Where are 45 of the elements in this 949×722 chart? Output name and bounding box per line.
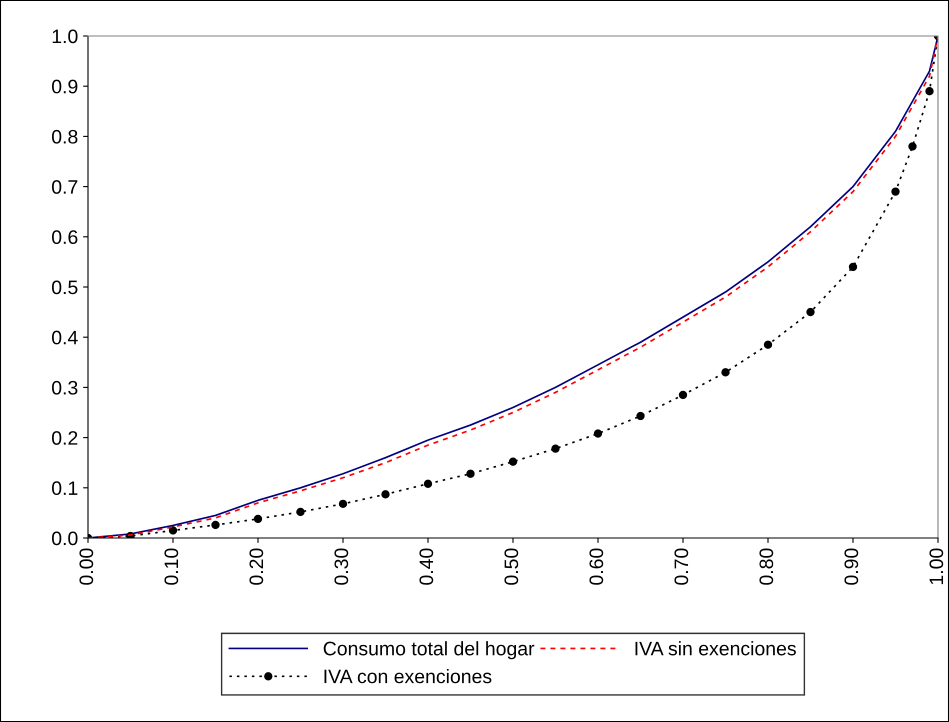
y-tick-label: 0.7 — [52, 180, 78, 194]
x-tick-label: 0.40 — [419, 548, 434, 585]
point — [254, 514, 262, 524]
point — [891, 187, 900, 196]
point — [381, 490, 390, 498]
x-tick-label: 0.00 — [79, 548, 94, 585]
x-tick-label: 0.90 — [844, 548, 858, 585]
y-tick-label: 0.0 — [52, 531, 78, 546]
y-tick-label: 0.3 — [52, 380, 78, 395]
x-tick-label: 0.10 — [164, 548, 178, 585]
x-tick-label: 0.80 — [759, 548, 774, 585]
x-tick-label: 0.20 — [249, 548, 264, 585]
point — [338, 500, 348, 508]
point — [508, 458, 518, 466]
legend-label: Consumo total del hogar — [324, 641, 534, 660]
y-tick-label: 0.5 — [52, 280, 78, 294]
y-tick-label: 0.2 — [52, 431, 78, 445]
point — [721, 368, 730, 377]
legend-label: IVA sin exenciones — [636, 641, 796, 656]
point — [678, 390, 688, 400]
point — [466, 470, 475, 478]
x-tick-label: 0.50 — [504, 548, 518, 585]
x-tick-label: 0.60 — [589, 548, 604, 585]
y-tick-label: 0.6 — [52, 230, 78, 244]
point — [594, 429, 602, 438]
legend-label: IVA con exenciones — [324, 669, 492, 684]
y-tick-label: 0.8 — [52, 130, 78, 144]
point — [168, 526, 178, 535]
point — [551, 444, 560, 453]
point — [806, 308, 815, 316]
point — [424, 480, 432, 488]
x-tick-label: 1.00 — [929, 548, 944, 584]
point — [636, 412, 645, 420]
x-tick-label: 0.30 — [334, 548, 348, 585]
y-tick-label: 0.9 — [52, 80, 78, 94]
point — [764, 340, 772, 349]
y-tick-label: 0.4 — [52, 330, 78, 344]
y-tick-label: 1.0 — [52, 29, 78, 44]
point — [908, 142, 917, 151]
point — [211, 520, 220, 530]
y-tick-label: 0.1 — [52, 481, 78, 496]
point — [925, 87, 934, 96]
x-tick-label: 0.70 — [674, 548, 688, 585]
point — [296, 508, 305, 516]
point — [848, 262, 858, 272]
